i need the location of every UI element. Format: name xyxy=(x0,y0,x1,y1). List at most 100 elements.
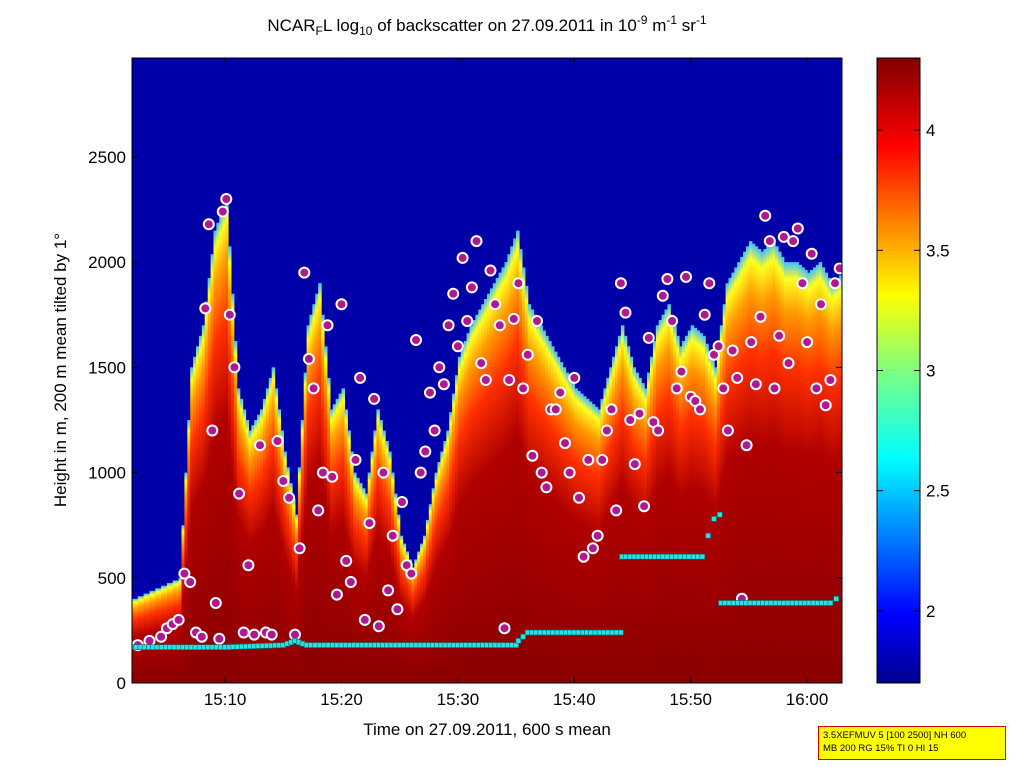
field-column xyxy=(239,398,244,683)
layer-marker xyxy=(559,437,571,450)
field-column xyxy=(396,514,401,683)
field-column xyxy=(661,314,666,683)
field-column xyxy=(641,383,645,683)
field-column xyxy=(804,270,808,683)
layer-marker xyxy=(586,542,599,555)
field-column xyxy=(603,388,607,683)
title-after-f: L log xyxy=(323,16,359,35)
field-column xyxy=(708,351,712,683)
field-column xyxy=(769,243,773,683)
field-column xyxy=(417,551,421,683)
field-column xyxy=(556,356,561,683)
field-column xyxy=(719,325,724,683)
layer-marker xyxy=(489,298,502,311)
field-column xyxy=(393,493,398,683)
field-column xyxy=(737,262,741,683)
layer-marker xyxy=(526,449,539,462)
layer-marker xyxy=(271,435,284,447)
field-column xyxy=(420,543,424,683)
field-column xyxy=(309,314,313,683)
field-column xyxy=(609,367,613,683)
layer-marker xyxy=(461,315,474,327)
layer-marker xyxy=(698,308,711,321)
layer-marker xyxy=(233,487,246,500)
field-column xyxy=(772,241,776,683)
colorbar-ticks: 2 2.5 3 3.5 4 xyxy=(877,121,950,621)
x-tick-label: 16:00 xyxy=(786,690,829,709)
field-column xyxy=(315,293,319,683)
layer-marker xyxy=(386,529,399,542)
layer-marker xyxy=(354,371,367,384)
layer-marker xyxy=(819,399,832,412)
title-exp3: -1 xyxy=(696,13,707,27)
field-column xyxy=(297,467,302,683)
field-column xyxy=(780,256,785,683)
field-column xyxy=(693,327,698,683)
field-column xyxy=(324,346,328,683)
layer-marker xyxy=(670,382,683,395)
field-column xyxy=(725,283,730,683)
field-column xyxy=(734,267,738,683)
field-column xyxy=(283,451,287,683)
field-column xyxy=(638,377,642,683)
layer-marker xyxy=(330,588,343,601)
field-column xyxy=(484,299,488,683)
field-column xyxy=(757,249,762,683)
layer-marker xyxy=(382,584,395,597)
x-tick-label: 15:40 xyxy=(553,690,596,709)
layer-marker xyxy=(628,458,641,471)
field-column xyxy=(562,367,567,683)
field-column xyxy=(280,430,284,683)
field-column xyxy=(344,409,348,683)
field-column xyxy=(600,398,604,683)
field-column xyxy=(818,262,823,683)
field-column xyxy=(682,341,686,683)
field-column xyxy=(262,398,267,683)
layer-marker xyxy=(437,378,450,391)
field-column xyxy=(839,275,842,683)
field-column xyxy=(338,393,343,683)
field-column xyxy=(810,270,814,683)
layer-marker xyxy=(796,277,809,290)
field-column xyxy=(370,451,375,683)
field-column xyxy=(647,372,651,683)
field-column xyxy=(236,388,241,683)
layer-marker xyxy=(507,312,520,325)
field-column xyxy=(676,335,680,683)
layer-marker xyxy=(745,336,758,349)
field-column xyxy=(632,367,636,683)
field-column xyxy=(210,254,215,683)
layer-marker xyxy=(405,567,418,580)
field-column xyxy=(519,249,523,683)
field-column xyxy=(815,264,820,683)
layer-marker xyxy=(805,247,818,260)
field-column xyxy=(245,420,249,683)
layer-marker xyxy=(591,529,604,542)
field-column xyxy=(376,409,380,683)
field-column xyxy=(670,314,674,683)
field-column xyxy=(588,401,593,683)
field-column xyxy=(606,377,610,683)
layer-marker xyxy=(749,378,762,391)
layer-marker xyxy=(610,504,623,517)
layer-marker xyxy=(712,340,725,353)
layer-marker xyxy=(396,496,408,508)
field-column xyxy=(216,222,220,683)
field-column xyxy=(414,559,418,683)
layer-marker xyxy=(694,403,706,416)
field-column xyxy=(702,335,706,683)
field-column xyxy=(327,377,331,683)
field-column xyxy=(585,398,590,683)
layer-marker xyxy=(475,357,488,370)
field-column xyxy=(754,246,759,683)
field-column xyxy=(801,267,805,683)
boundary-layer-point xyxy=(520,633,526,640)
layer-marker xyxy=(302,352,315,365)
field-column xyxy=(222,206,226,683)
colorbar-tick-label: 3 xyxy=(926,362,935,381)
field-column xyxy=(306,325,311,683)
y-tick-label: 0 xyxy=(117,674,126,693)
backscatter-field xyxy=(132,199,842,683)
field-column xyxy=(198,335,203,683)
layer-marker xyxy=(824,374,837,386)
